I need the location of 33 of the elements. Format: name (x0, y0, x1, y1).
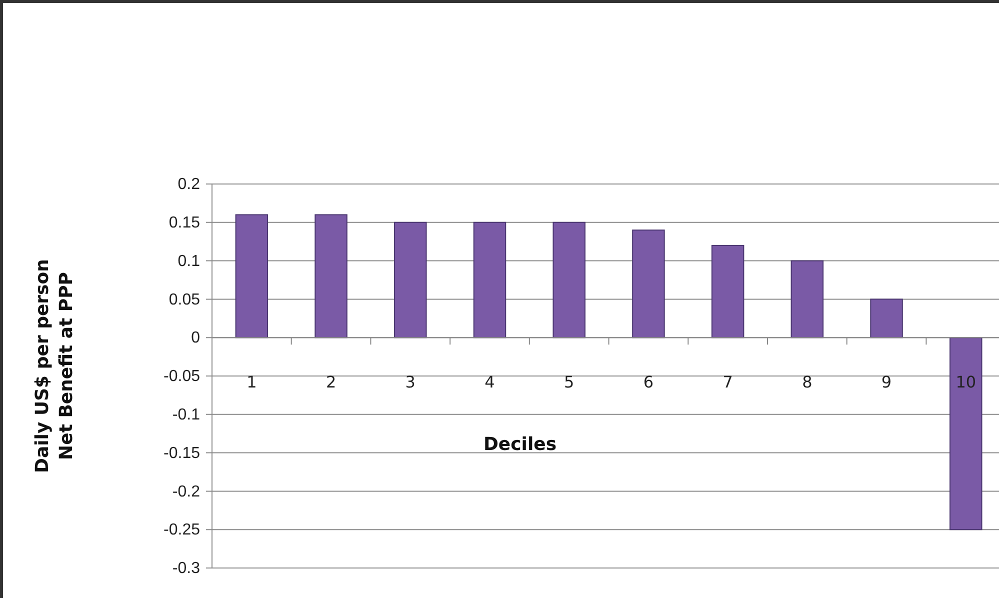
y-tick-label: 0.05 (168, 291, 200, 308)
x-tick-label: 8 (802, 372, 812, 392)
x-axis-title: Deciles (483, 434, 557, 455)
y-axis-title: Daily US$ per person Net Benefit at PPP (32, 259, 77, 473)
x-tick-label: 2 (326, 372, 336, 392)
y-tick-label: 0.15 (168, 214, 200, 232)
x-tick-label: 1 (246, 372, 257, 392)
y-tick-label: 0 (191, 330, 200, 347)
y-tick-label: -0.1 (172, 406, 200, 424)
x-tick-label: 7 (722, 372, 733, 392)
bar (950, 337, 982, 530)
y-tick-label: -0.05 (164, 368, 200, 386)
bar (314, 214, 348, 338)
bar (790, 260, 824, 338)
y-tick-label: 0.2 (178, 176, 200, 194)
x-tick-label: 9 (881, 372, 892, 392)
y-tick-label: -0.2 (172, 483, 200, 500)
x-tick-label: 4 (484, 372, 495, 392)
bar (552, 222, 586, 338)
x-tick-label: 5 (564, 372, 574, 392)
x-tick-label: 6 (643, 372, 654, 392)
bar (632, 230, 665, 338)
bar (473, 222, 506, 338)
bar (711, 244, 744, 338)
y-tick-label: -0.25 (164, 522, 200, 539)
y-tick-label: -0.3 (172, 560, 200, 578)
bar (235, 214, 268, 338)
bar (394, 222, 427, 338)
x-tick-label: 3 (405, 372, 416, 392)
bar (870, 298, 903, 338)
y-tick-label: 0.1 (178, 252, 200, 270)
x-tick-label: 10 (956, 372, 976, 392)
y-tick-label: -0.15 (164, 444, 200, 462)
